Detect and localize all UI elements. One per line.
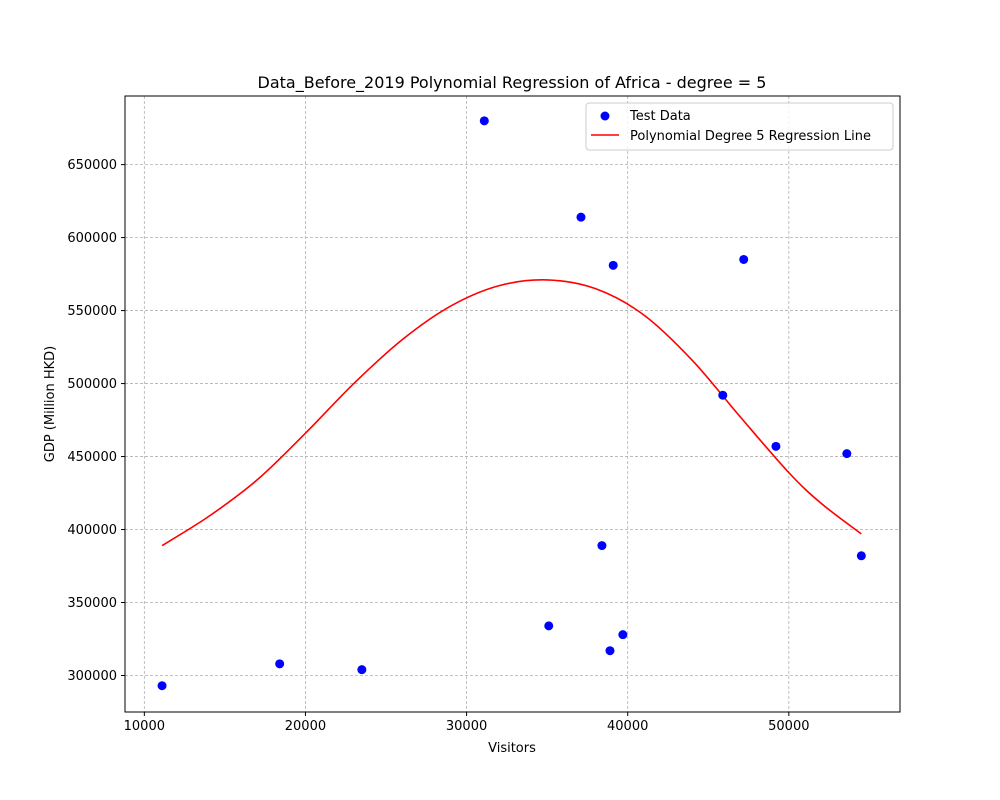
y-axis-label: GDP (Million HKD) (43, 346, 58, 463)
test-data-point (576, 212, 586, 222)
y-tick-label: 350000 (67, 596, 117, 611)
regression-line-layer (161, 279, 862, 547)
test-data-point (479, 116, 489, 126)
y-tick-label: 500000 (67, 377, 117, 392)
grid-lines (125, 96, 900, 712)
test-data-point (157, 681, 167, 691)
test-data-point (618, 630, 628, 640)
legend-box (585, 102, 894, 151)
y-tick-label: 400000 (67, 523, 117, 538)
regression-line (161, 279, 862, 547)
x-tick-label: 50000 (768, 719, 809, 734)
chart-title: Data_Before_2019 Polynomial Regression o… (258, 73, 767, 93)
legend-label-regression-line: Polynomial Degree 5 Regression Line (630, 129, 871, 144)
legend-marker-test-data (600, 111, 610, 121)
test-data-point (544, 621, 554, 631)
y-tick-label: 550000 (67, 304, 117, 319)
x-tick-label: 10000 (124, 719, 165, 734)
test-data-point (275, 659, 285, 669)
axis-ticks: 10000 20000 30000 40000 50000 300000 350000 400… (67, 158, 809, 734)
x-tick-label: 40000 (607, 719, 648, 734)
test-data-point (771, 441, 781, 451)
x-tick-label: 20000 (285, 719, 326, 734)
test-data-point (357, 665, 367, 675)
test-data-point (739, 254, 749, 264)
test-data-points (157, 116, 866, 691)
x-axis-label: Visitors (488, 741, 536, 756)
x-tick-label: 30000 (446, 719, 487, 734)
legend: Test Data Polynomial Degree 5 Regression… (585, 102, 894, 151)
y-tick-label: 600000 (67, 231, 117, 246)
test-data-point (605, 646, 615, 656)
test-data-point (597, 541, 607, 551)
test-data-point (856, 551, 866, 561)
y-tick-label: 450000 (67, 450, 117, 465)
test-data-point (718, 390, 728, 400)
test-data-point (608, 260, 618, 270)
plot-area-frame (124, 95, 901, 713)
y-tick-label: 300000 (67, 669, 117, 684)
y-tick-label: 650000 (67, 158, 117, 173)
legend-label-test-data: Test Data (629, 109, 691, 124)
test-data-point (842, 449, 852, 459)
